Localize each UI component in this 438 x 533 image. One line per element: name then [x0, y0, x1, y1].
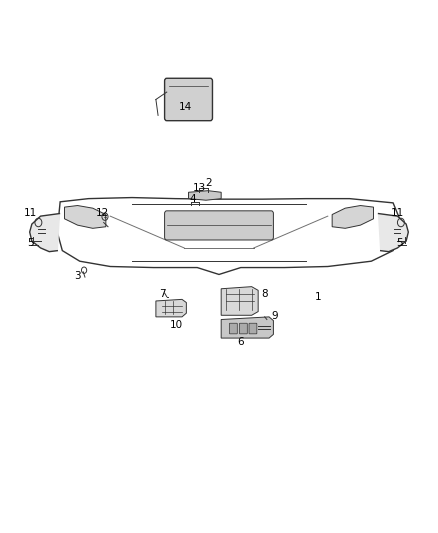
- Text: 7: 7: [159, 289, 166, 299]
- FancyBboxPatch shape: [240, 323, 247, 334]
- Text: 13: 13: [193, 183, 206, 193]
- Text: 9: 9: [271, 311, 278, 321]
- FancyBboxPatch shape: [165, 211, 273, 240]
- Text: 5: 5: [28, 238, 34, 248]
- FancyBboxPatch shape: [165, 78, 212, 120]
- PathPatch shape: [156, 300, 186, 317]
- Text: 11: 11: [391, 208, 404, 219]
- PathPatch shape: [332, 206, 374, 228]
- Text: 3: 3: [74, 271, 81, 281]
- PathPatch shape: [221, 317, 273, 338]
- PathPatch shape: [30, 214, 60, 252]
- PathPatch shape: [188, 191, 221, 200]
- Text: 14: 14: [179, 102, 192, 112]
- FancyBboxPatch shape: [249, 323, 257, 334]
- Text: 2: 2: [205, 178, 212, 188]
- Text: 10: 10: [170, 320, 184, 330]
- Text: 5: 5: [396, 238, 403, 248]
- Text: 8: 8: [261, 289, 268, 299]
- PathPatch shape: [64, 206, 106, 228]
- PathPatch shape: [378, 214, 408, 252]
- Text: 12: 12: [96, 208, 110, 219]
- Text: 1: 1: [315, 292, 321, 302]
- Text: 11: 11: [24, 208, 37, 219]
- FancyBboxPatch shape: [230, 323, 237, 334]
- PathPatch shape: [221, 287, 258, 316]
- Text: 4: 4: [189, 194, 196, 204]
- Text: 6: 6: [238, 337, 244, 347]
